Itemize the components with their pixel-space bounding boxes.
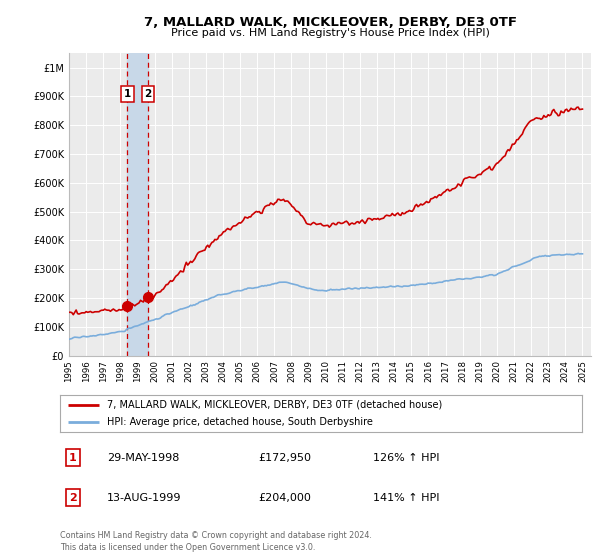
Text: 29-MAY-1998: 29-MAY-1998	[107, 452, 179, 463]
Text: £172,950: £172,950	[259, 452, 311, 463]
Text: 1: 1	[69, 452, 77, 463]
Text: 7, MALLARD WALK, MICKLEOVER, DERBY, DE3 0TF (detached house): 7, MALLARD WALK, MICKLEOVER, DERBY, DE3 …	[107, 400, 442, 410]
Text: Contains HM Land Registry data © Crown copyright and database right 2024.: Contains HM Land Registry data © Crown c…	[60, 531, 372, 540]
Text: Price paid vs. HM Land Registry's House Price Index (HPI): Price paid vs. HM Land Registry's House …	[170, 28, 490, 38]
Text: 1: 1	[124, 89, 131, 99]
Text: This data is licensed under the Open Government Licence v3.0.: This data is licensed under the Open Gov…	[60, 543, 316, 552]
Text: 2: 2	[145, 89, 152, 99]
Text: 2: 2	[69, 493, 77, 502]
Text: HPI: Average price, detached house, South Derbyshire: HPI: Average price, detached house, Sout…	[107, 417, 373, 427]
Text: 7, MALLARD WALK, MICKLEOVER, DERBY, DE3 0TF: 7, MALLARD WALK, MICKLEOVER, DERBY, DE3 …	[143, 16, 517, 29]
Text: £204,000: £204,000	[259, 493, 311, 502]
Text: 141% ↑ HPI: 141% ↑ HPI	[373, 493, 440, 502]
Bar	[127, 53, 148, 356]
Text: 13-AUG-1999: 13-AUG-1999	[107, 493, 181, 502]
Text: 126% ↑ HPI: 126% ↑ HPI	[373, 452, 440, 463]
